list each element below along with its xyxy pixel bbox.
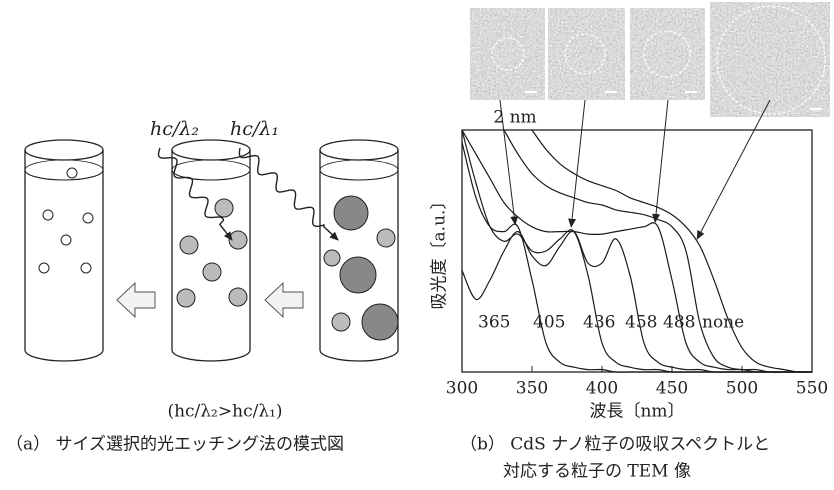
photon-long-label: hc/λ₁ bbox=[230, 118, 279, 140]
series-label: none bbox=[702, 313, 744, 333]
particle-small bbox=[67, 168, 77, 178]
spectrum-line bbox=[462, 231, 812, 372]
particle-small bbox=[61, 235, 71, 245]
series-label: 488 bbox=[663, 313, 695, 333]
particle-large bbox=[340, 257, 376, 293]
beaker bbox=[25, 150, 103, 361]
x-tick-label: 550 bbox=[796, 379, 828, 399]
transfer-arrow bbox=[117, 283, 155, 317]
spectrum-line bbox=[462, 130, 812, 372]
pointer-arrow bbox=[697, 100, 770, 239]
x-tick-label: 500 bbox=[726, 379, 758, 399]
plot-frame bbox=[462, 130, 812, 372]
tem-image bbox=[710, 2, 830, 117]
particle-medium bbox=[203, 263, 221, 281]
light-wave bbox=[239, 148, 329, 232]
particle-large bbox=[334, 196, 368, 230]
pointer-arrow bbox=[655, 100, 668, 222]
photon-short-label: hc/λ₂ bbox=[150, 118, 199, 140]
spectrum-line bbox=[532, 130, 812, 372]
particle-small bbox=[43, 210, 53, 220]
series-label: 458 bbox=[625, 313, 657, 333]
caption-b-line: （b） CdS ナノ粒子の吸収スペクトルと bbox=[460, 435, 770, 455]
pointer-arrow bbox=[571, 100, 585, 227]
tem-image bbox=[470, 8, 545, 100]
particle-medium bbox=[177, 289, 195, 307]
particle-small bbox=[83, 213, 93, 223]
transfer-arrow bbox=[265, 283, 303, 317]
scale-bar-label: 2 nm bbox=[493, 108, 536, 128]
particle-large bbox=[362, 304, 398, 340]
tem-image bbox=[630, 8, 705, 100]
series-label: 436 bbox=[583, 313, 615, 333]
series-label: 405 bbox=[533, 313, 565, 333]
spectrum-line bbox=[504, 130, 812, 372]
x-tick-label: 400 bbox=[586, 379, 618, 399]
particle-small bbox=[39, 263, 49, 273]
x-axis-label: 波長〔nm〕 bbox=[589, 402, 684, 422]
y-axis-label: 吸光度〔a.u.〕 bbox=[430, 193, 450, 310]
figure: hc/λ₂ hc/λ₁ (hc/λ₂>hc/λ₁) （a） サイズ選択的光エッチ… bbox=[0, 0, 834, 490]
x-tick-label: 300 bbox=[446, 379, 478, 399]
caption-b-line: 対応する粒子の TEM 像 bbox=[503, 462, 691, 482]
caption-a: （a） サイズ選択的光エッチング法の模式図 bbox=[6, 435, 344, 455]
condition-label: (hc/λ₂>hc/λ₁) bbox=[167, 402, 282, 422]
particle-small bbox=[81, 263, 91, 273]
x-tick-label: 350 bbox=[516, 379, 548, 399]
particle-medium bbox=[215, 199, 233, 217]
particle-large bbox=[324, 250, 340, 266]
particle-large bbox=[332, 313, 350, 331]
spectrum-line bbox=[462, 130, 812, 372]
particle-large bbox=[377, 229, 395, 247]
particle-medium bbox=[180, 236, 198, 254]
x-tick-label: 450 bbox=[656, 379, 688, 399]
particle-medium bbox=[229, 288, 247, 306]
beaker bbox=[172, 150, 250, 361]
tem-image bbox=[548, 8, 625, 100]
spectrum-line bbox=[462, 142, 812, 372]
series-label: 365 bbox=[478, 313, 510, 333]
